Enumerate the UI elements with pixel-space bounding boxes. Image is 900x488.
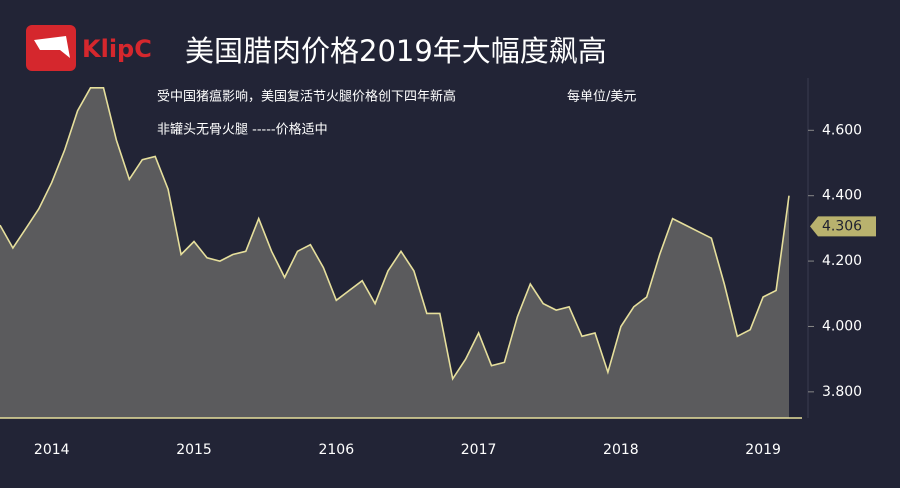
logo-text: KlipC bbox=[82, 35, 152, 63]
y-tick-label: 4.400 bbox=[822, 188, 862, 204]
unit-label: 每单位/美元 bbox=[567, 89, 636, 105]
x-tick-label: 2017 bbox=[461, 442, 497, 458]
y-tick-label: 3.800 bbox=[822, 384, 862, 400]
note: 非罐头无骨火腿 -----价格适中 bbox=[157, 122, 328, 138]
x-tick-label: 2014 bbox=[34, 442, 70, 458]
x-tick-label: 2019 bbox=[745, 442, 781, 458]
x-tick-label: 2015 bbox=[176, 442, 212, 458]
chart-subtitle: 受中国猪瘟影响，美国复活节火腿价格创下四年新高 bbox=[157, 89, 456, 105]
logo: KlipC bbox=[26, 25, 152, 71]
line bbox=[0, 87, 790, 381]
current-value-label: 4.306 bbox=[822, 218, 862, 234]
area bbox=[0, 87, 789, 419]
x-tick-label: 2106 bbox=[318, 442, 354, 458]
current-value-badge bbox=[810, 216, 876, 237]
x-tick-label: 2018 bbox=[603, 442, 639, 458]
logo-shape bbox=[34, 36, 70, 58]
chart-title: 美国腊肉价格2019年大幅度飙高 bbox=[185, 34, 607, 68]
y-tick-label: 4.000 bbox=[822, 318, 862, 334]
y-tick-label: 4.600 bbox=[822, 122, 862, 138]
y-tick-label: 4.200 bbox=[822, 253, 862, 269]
